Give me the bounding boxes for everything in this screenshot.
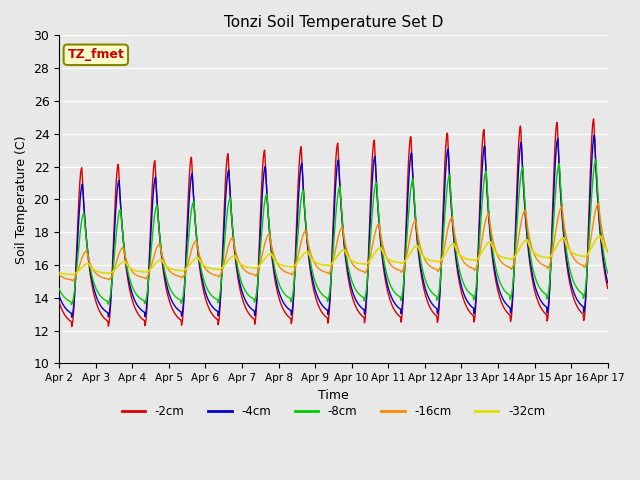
- X-axis label: Time: Time: [318, 389, 349, 402]
- Title: Tonzi Soil Temperature Set D: Tonzi Soil Temperature Set D: [224, 15, 443, 30]
- Y-axis label: Soil Temperature (C): Soil Temperature (C): [15, 135, 28, 264]
- Legend: -2cm, -4cm, -8cm, -16cm, -32cm: -2cm, -4cm, -8cm, -16cm, -32cm: [117, 401, 550, 423]
- Text: TZ_fmet: TZ_fmet: [67, 48, 124, 61]
